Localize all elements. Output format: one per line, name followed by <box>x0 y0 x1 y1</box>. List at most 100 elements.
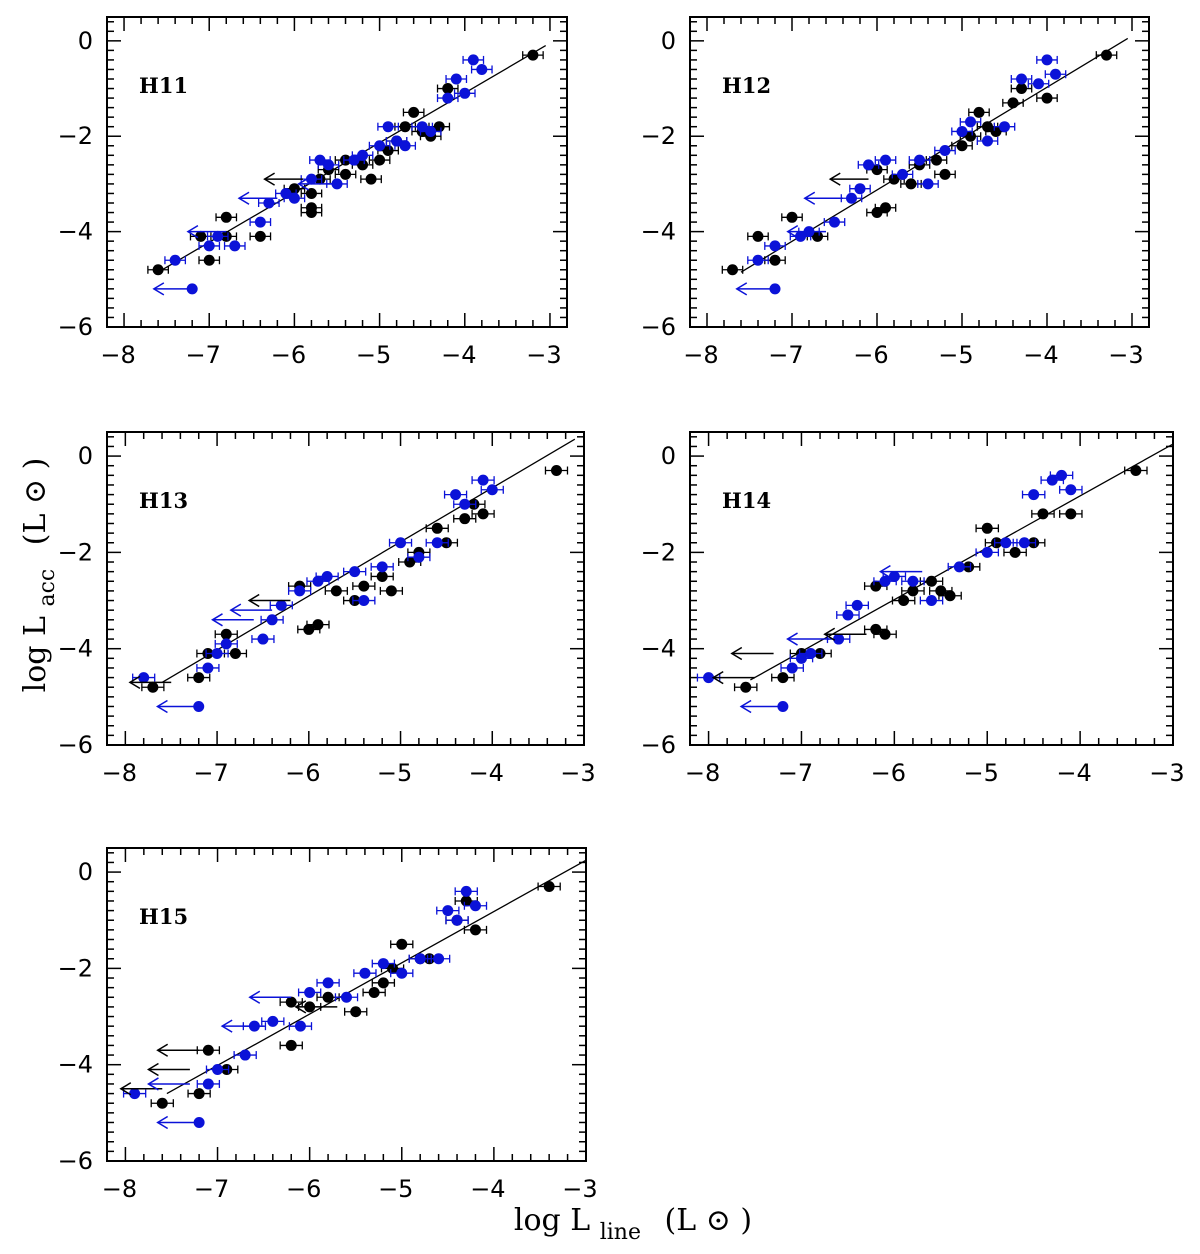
data-point <box>266 614 278 626</box>
data-point <box>842 609 854 621</box>
x-tick-label: −4 <box>1056 759 1091 787</box>
y-tick-label: −4 <box>58 218 93 246</box>
data-point <box>220 628 232 640</box>
data-point <box>202 1078 214 1090</box>
data-point <box>1028 489 1040 501</box>
data-point <box>202 1044 214 1056</box>
data-point <box>288 192 300 204</box>
sun-symbol-icon: ⊙ <box>18 479 53 504</box>
data-point <box>769 283 781 295</box>
data-point <box>267 1015 279 1027</box>
data-point <box>341 991 352 1003</box>
data-point <box>769 254 781 266</box>
data-point <box>879 628 891 640</box>
upper-limit-arrowhead <box>739 699 752 714</box>
data-point <box>740 681 752 693</box>
x-tick-label: −8 <box>683 341 718 369</box>
data-point <box>413 551 425 563</box>
data-point <box>450 73 462 85</box>
data-point <box>1041 54 1053 66</box>
data-point <box>285 996 297 1008</box>
data-point <box>193 700 205 712</box>
data-point <box>467 54 479 66</box>
data-point <box>442 83 454 95</box>
data-point <box>956 125 968 137</box>
x-tick-label: −8 <box>685 759 720 787</box>
data-point <box>425 125 437 137</box>
y-axis-title-close: ) <box>18 458 53 470</box>
x-tick-label: −3 <box>562 1175 597 1203</box>
data-point <box>305 202 317 214</box>
upper-limit-arrowhead <box>735 282 748 296</box>
data-point <box>396 967 408 979</box>
data-point <box>931 154 942 166</box>
data-point <box>211 648 223 660</box>
svg-text:log L acc (L: log L acc (L ⊙ ) <box>18 458 62 693</box>
x-axis-title-sub: line <box>600 1220 641 1245</box>
upper-limit-arrowhead <box>186 224 199 239</box>
x-tick-label: −5 <box>377 759 412 787</box>
data-point <box>550 465 562 477</box>
data-point <box>1041 92 1053 104</box>
data-point <box>357 159 369 171</box>
data-point <box>220 638 232 650</box>
data-point <box>376 570 388 582</box>
data-point <box>459 87 471 99</box>
data-point <box>833 633 845 645</box>
data-point <box>460 895 472 907</box>
data-point <box>377 958 389 970</box>
panel-label: H13 <box>139 488 188 513</box>
panel-label: H11 <box>139 73 188 98</box>
data-point <box>829 216 840 228</box>
data-point <box>349 566 361 578</box>
data-point <box>846 192 857 204</box>
data-point <box>926 575 937 587</box>
data-point <box>888 173 900 185</box>
y-tick-label: 0 <box>661 27 676 55</box>
data-point <box>880 154 891 166</box>
chart-panel-h14: −8 −7 −6 −5 −4 −3 0 −2 −4 −6 H14 <box>641 431 1185 787</box>
x-tick-label: −3 <box>560 759 595 787</box>
data-point <box>1065 508 1077 520</box>
data-point <box>1046 474 1058 486</box>
y-tick-label: −6 <box>58 1147 93 1175</box>
plot-frame <box>689 16 1150 328</box>
y-tick-label: −4 <box>58 1051 93 1079</box>
panel-label: H12 <box>722 73 771 98</box>
data-point <box>1101 49 1112 61</box>
x-tick-label: −3 <box>1149 759 1184 787</box>
x-tick-label: −3 <box>526 341 561 369</box>
data-point <box>777 700 789 712</box>
data-point <box>195 230 207 242</box>
data-point <box>469 924 481 936</box>
data-point <box>186 283 198 295</box>
data-point <box>1056 469 1068 481</box>
upper-limit-arrowhead <box>220 1019 233 1033</box>
data-point <box>477 474 489 486</box>
data-point <box>322 159 334 171</box>
x-tick-label: −6 <box>871 759 906 787</box>
data-point <box>321 570 333 582</box>
data-point <box>1016 83 1027 95</box>
data-point <box>202 662 214 674</box>
data-point <box>239 1049 251 1061</box>
data-point <box>330 585 342 597</box>
data-point <box>953 561 965 573</box>
x-tick-label: −7 <box>193 759 228 787</box>
data-point <box>854 183 866 195</box>
data-point <box>358 595 370 607</box>
data-point <box>1050 68 1061 80</box>
y-tick-label: −2 <box>58 538 93 566</box>
fit-line <box>166 859 586 1095</box>
data-point <box>450 489 462 501</box>
data-point <box>314 154 326 166</box>
upper-limit-arrowhead <box>247 593 260 608</box>
data-point <box>863 159 874 171</box>
x-tick-label: −8 <box>100 341 135 369</box>
data-point <box>193 1116 205 1128</box>
data-point <box>752 254 764 266</box>
data-point <box>408 106 420 118</box>
x-axis-title-main: log L <box>514 1203 590 1238</box>
